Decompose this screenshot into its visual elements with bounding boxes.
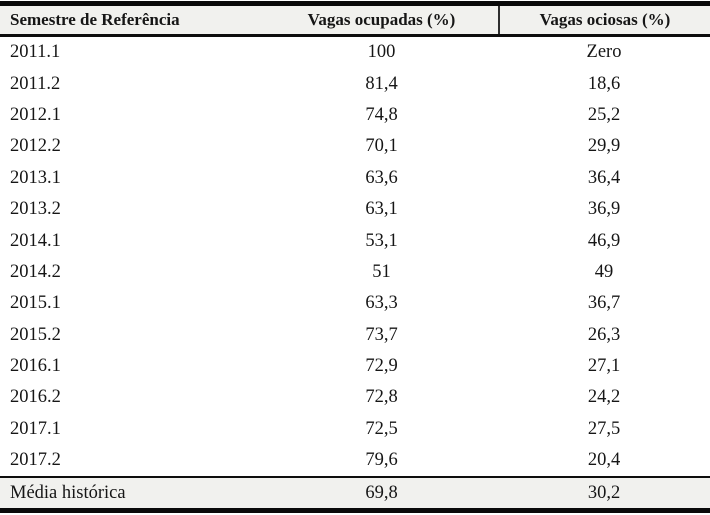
- semester-cell: 2016.2: [10, 387, 61, 408]
- semester-cell: 2013.2: [10, 199, 61, 220]
- semester-cell: 2011.2: [10, 73, 61, 94]
- ociosas-cell: 29,9: [587, 136, 621, 157]
- ociosas-cell: 36,4: [587, 167, 621, 188]
- ociosas-cell: 27,1: [587, 356, 621, 377]
- table-header-row: Semestre de Referência Vagas ocupadas (%…: [0, 6, 710, 37]
- footer-ocupadas-cell: 69,8: [365, 482, 398, 503]
- semester-cell: 2014.1: [10, 230, 61, 251]
- table-footer-row: Média histórica 69,8 30,2: [0, 476, 710, 509]
- ocupadas-cell: 63,6: [365, 167, 398, 188]
- semester-cell: 2015.2: [10, 324, 61, 345]
- semester-cell: 2017.1: [10, 418, 61, 439]
- ocupadas-cell: 70,1: [365, 136, 398, 157]
- ociosas-cell: 49: [594, 261, 614, 282]
- ociosas-cell: Zero: [586, 42, 622, 63]
- ociosas-cell: 20,4: [587, 450, 621, 471]
- ociosas-cell: 25,2: [587, 104, 621, 125]
- footer-label: Média histórica: [10, 482, 126, 503]
- column-header-vagas-ocupadas: Vagas ocupadas (%): [307, 10, 456, 29]
- table-row: 2012.1 74,8 25,2: [0, 100, 710, 131]
- semester-cell: 2015.1: [10, 293, 61, 314]
- table-row: 2014.2 51 49: [0, 257, 710, 288]
- table-row: 2016.1 72,9 27,1: [0, 351, 710, 382]
- ocupadas-cell: 100: [367, 42, 396, 63]
- ociosas-cell: 26,3: [587, 324, 621, 345]
- ocupadas-cell: 79,6: [365, 450, 398, 471]
- ocupadas-cell: 72,5: [365, 418, 398, 439]
- footer-ociosas-cell: 30,2: [587, 482, 621, 503]
- ocupadas-cell: 72,9: [365, 356, 398, 377]
- semester-cell: 2017.2: [10, 450, 61, 471]
- semester-cell: 2011.1: [10, 42, 61, 63]
- ocupadas-cell: 63,3: [365, 293, 398, 314]
- ociosas-cell: 27,5: [587, 418, 621, 439]
- ociosas-cell: 36,7: [587, 293, 621, 314]
- column-header-semestre: Semestre de Referência: [10, 10, 180, 29]
- semester-cell: 2012.1: [10, 104, 61, 125]
- table-row: 2011.2 81,4 18,6: [0, 68, 710, 99]
- table-row: 2016.2 72,8 24,2: [0, 382, 710, 413]
- ocupadas-cell: 74,8: [365, 104, 398, 125]
- ociosas-cell: 24,2: [587, 387, 621, 408]
- table-top-rule: [0, 1, 710, 6]
- table-row: 2012.2 70,1 29,9: [0, 131, 710, 162]
- table-row: 2014.1 53,1 46,9: [0, 225, 710, 256]
- table-row: 2013.1 63,6 36,4: [0, 163, 710, 194]
- table-row: 2013.2 63,1 36,9: [0, 194, 710, 225]
- ociosas-cell: 18,6: [587, 73, 621, 94]
- semester-cell: 2014.2: [10, 261, 61, 282]
- ociosas-cell: 36,9: [587, 199, 621, 220]
- ocupadas-cell: 51: [372, 261, 391, 282]
- table-bottom-rule: [0, 508, 710, 514]
- table-row: 2015.2 73,7 26,3: [0, 320, 710, 351]
- ocupadas-cell: 73,7: [365, 324, 398, 345]
- table-row: 2017.1 72,5 27,5: [0, 414, 710, 445]
- semester-cell: 2016.1: [10, 356, 61, 377]
- table-row: 2017.2 79,6 20,4: [0, 445, 710, 476]
- table-row: 2011.1 100 Zero: [0, 37, 710, 68]
- ocupadas-cell: 63,1: [365, 199, 398, 220]
- ociosas-cell: 46,9: [587, 230, 621, 251]
- column-header-vagas-ociosas: Vagas ociosas (%): [498, 6, 710, 34]
- ocupadas-cell: 81,4: [365, 73, 398, 94]
- semester-cell: 2013.1: [10, 167, 61, 188]
- ocupadas-cell: 53,1: [365, 230, 398, 251]
- ocupadas-cell: 72,8: [365, 387, 398, 408]
- table-row: 2015.1 63,3 36,7: [0, 288, 710, 319]
- semester-cell: 2012.2: [10, 136, 61, 157]
